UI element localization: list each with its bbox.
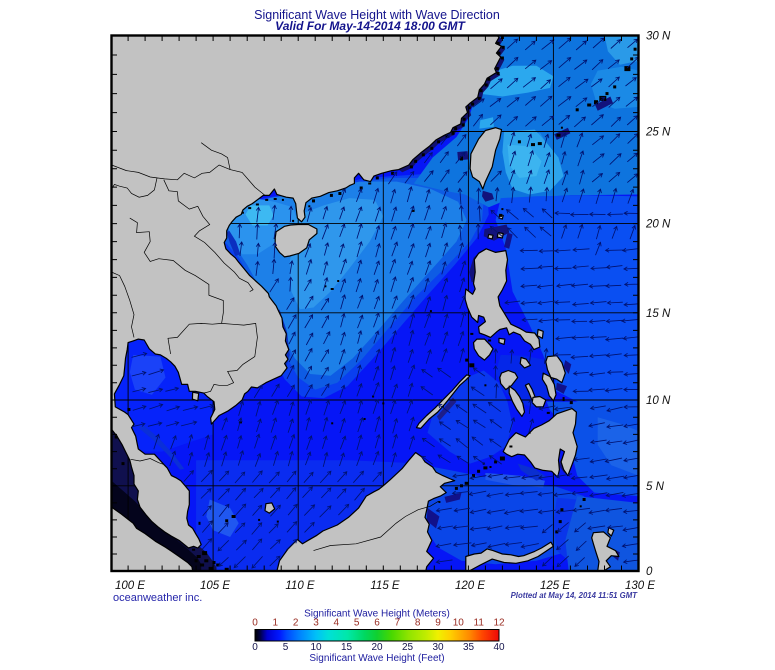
- svg-text:30: 30: [432, 642, 444, 653]
- svg-text:130 E: 130 E: [625, 580, 655, 592]
- svg-text:Valid For May-14-2014 18:00 GM: Valid For May-14-2014 18:00 GMT: [275, 19, 466, 33]
- svg-text:12: 12: [493, 618, 505, 629]
- svg-text:40: 40: [493, 642, 505, 653]
- svg-text:5 N: 5 N: [646, 481, 665, 493]
- svg-text:Significant Wave Height with W: Significant Wave Height with Wave Direct…: [254, 8, 500, 22]
- svg-text:10: 10: [453, 618, 465, 629]
- svg-text:110 E: 110 E: [285, 580, 315, 592]
- svg-text:9: 9: [435, 618, 441, 629]
- svg-text:0: 0: [646, 566, 653, 578]
- svg-text:20 N: 20 N: [645, 219, 671, 231]
- svg-text:15: 15: [341, 642, 353, 653]
- svg-text:1: 1: [273, 618, 279, 629]
- svg-text:3: 3: [313, 618, 319, 629]
- svg-text:20: 20: [371, 642, 383, 653]
- svg-text:Plotted at May 14, 2014 11:51: Plotted at May 14, 2014 11:51 GMT: [511, 591, 639, 600]
- svg-text:8: 8: [415, 618, 421, 629]
- svg-text:5: 5: [354, 618, 360, 629]
- svg-text:105 E: 105 E: [200, 580, 230, 592]
- svg-text:115 E: 115 E: [370, 580, 400, 592]
- svg-text:10: 10: [310, 642, 322, 653]
- svg-text:25 N: 25 N: [645, 127, 671, 139]
- svg-text:25: 25: [402, 642, 414, 653]
- svg-text:35: 35: [463, 642, 475, 653]
- svg-text:100 E: 100 E: [115, 580, 145, 592]
- svg-text:4: 4: [334, 618, 340, 629]
- svg-text:120 E: 120 E: [455, 580, 485, 592]
- svg-text:oceanweather inc.: oceanweather inc.: [113, 592, 202, 604]
- svg-text:30 N: 30 N: [646, 31, 671, 43]
- svg-text:0: 0: [252, 642, 258, 653]
- svg-text:Significant Wave Height (Meter: Significant Wave Height (Meters): [304, 609, 450, 620]
- svg-text:0: 0: [252, 618, 258, 629]
- svg-text:7: 7: [395, 618, 401, 629]
- svg-text:5: 5: [283, 642, 289, 653]
- svg-text:10 N: 10 N: [646, 395, 671, 407]
- svg-text:Significant Wave Height (Feet): Significant Wave Height (Feet): [309, 653, 444, 664]
- svg-text:11: 11: [474, 618, 485, 629]
- svg-text:125 E: 125 E: [540, 580, 570, 592]
- svg-text:2: 2: [293, 618, 299, 629]
- svg-text:6: 6: [374, 618, 380, 629]
- svg-text:15 N: 15 N: [646, 308, 671, 320]
